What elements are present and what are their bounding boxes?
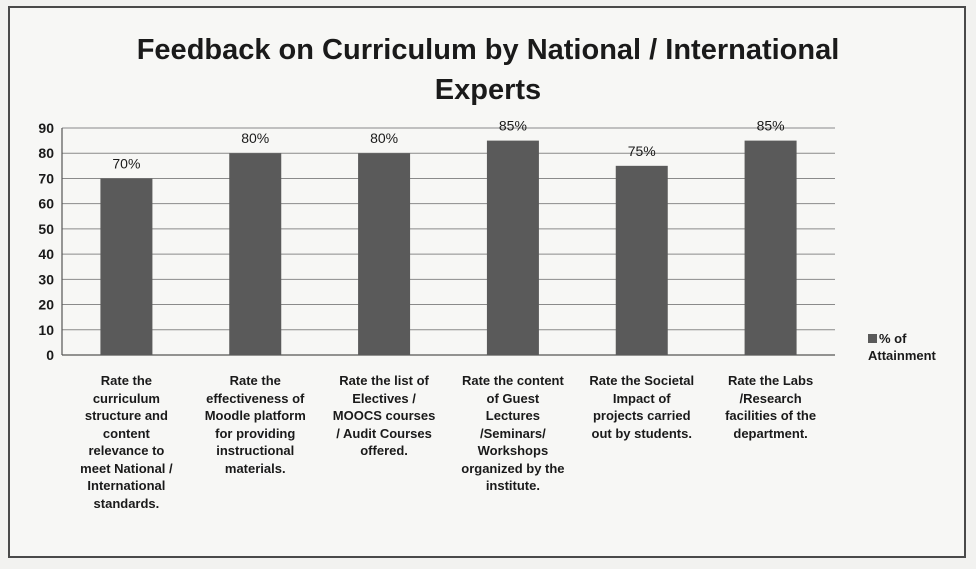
bar-4 <box>486 140 539 355</box>
bar-6 <box>744 140 797 355</box>
y-tick-label-50: 50 <box>38 221 54 237</box>
y-tick-label-0: 0 <box>46 347 54 363</box>
bar-1 <box>100 178 153 355</box>
y-tick-label-10: 10 <box>38 322 54 338</box>
y-tick-label-60: 60 <box>38 196 54 212</box>
legend-label: % of Attainment <box>868 331 936 363</box>
y-tick-label-40: 40 <box>38 246 54 262</box>
y-tick-label-90: 90 <box>38 120 54 136</box>
legend-swatch <box>868 334 877 343</box>
data-label-4: 85% <box>499 118 527 134</box>
data-label-6: 85% <box>757 118 785 134</box>
data-label-1: 70% <box>112 155 140 171</box>
data-label-3: 80% <box>370 130 398 146</box>
data-label-2: 80% <box>241 130 269 146</box>
bar-3 <box>358 153 411 355</box>
y-tick-label-20: 20 <box>38 297 54 313</box>
bar-2 <box>229 153 282 355</box>
legend: % of Attainment <box>868 330 968 364</box>
y-tick-label-70: 70 <box>38 170 54 186</box>
y-tick-label-30: 30 <box>38 271 54 287</box>
bar-5 <box>615 165 668 355</box>
data-label-5: 75% <box>628 143 656 159</box>
y-tick-label-80: 80 <box>38 145 54 161</box>
